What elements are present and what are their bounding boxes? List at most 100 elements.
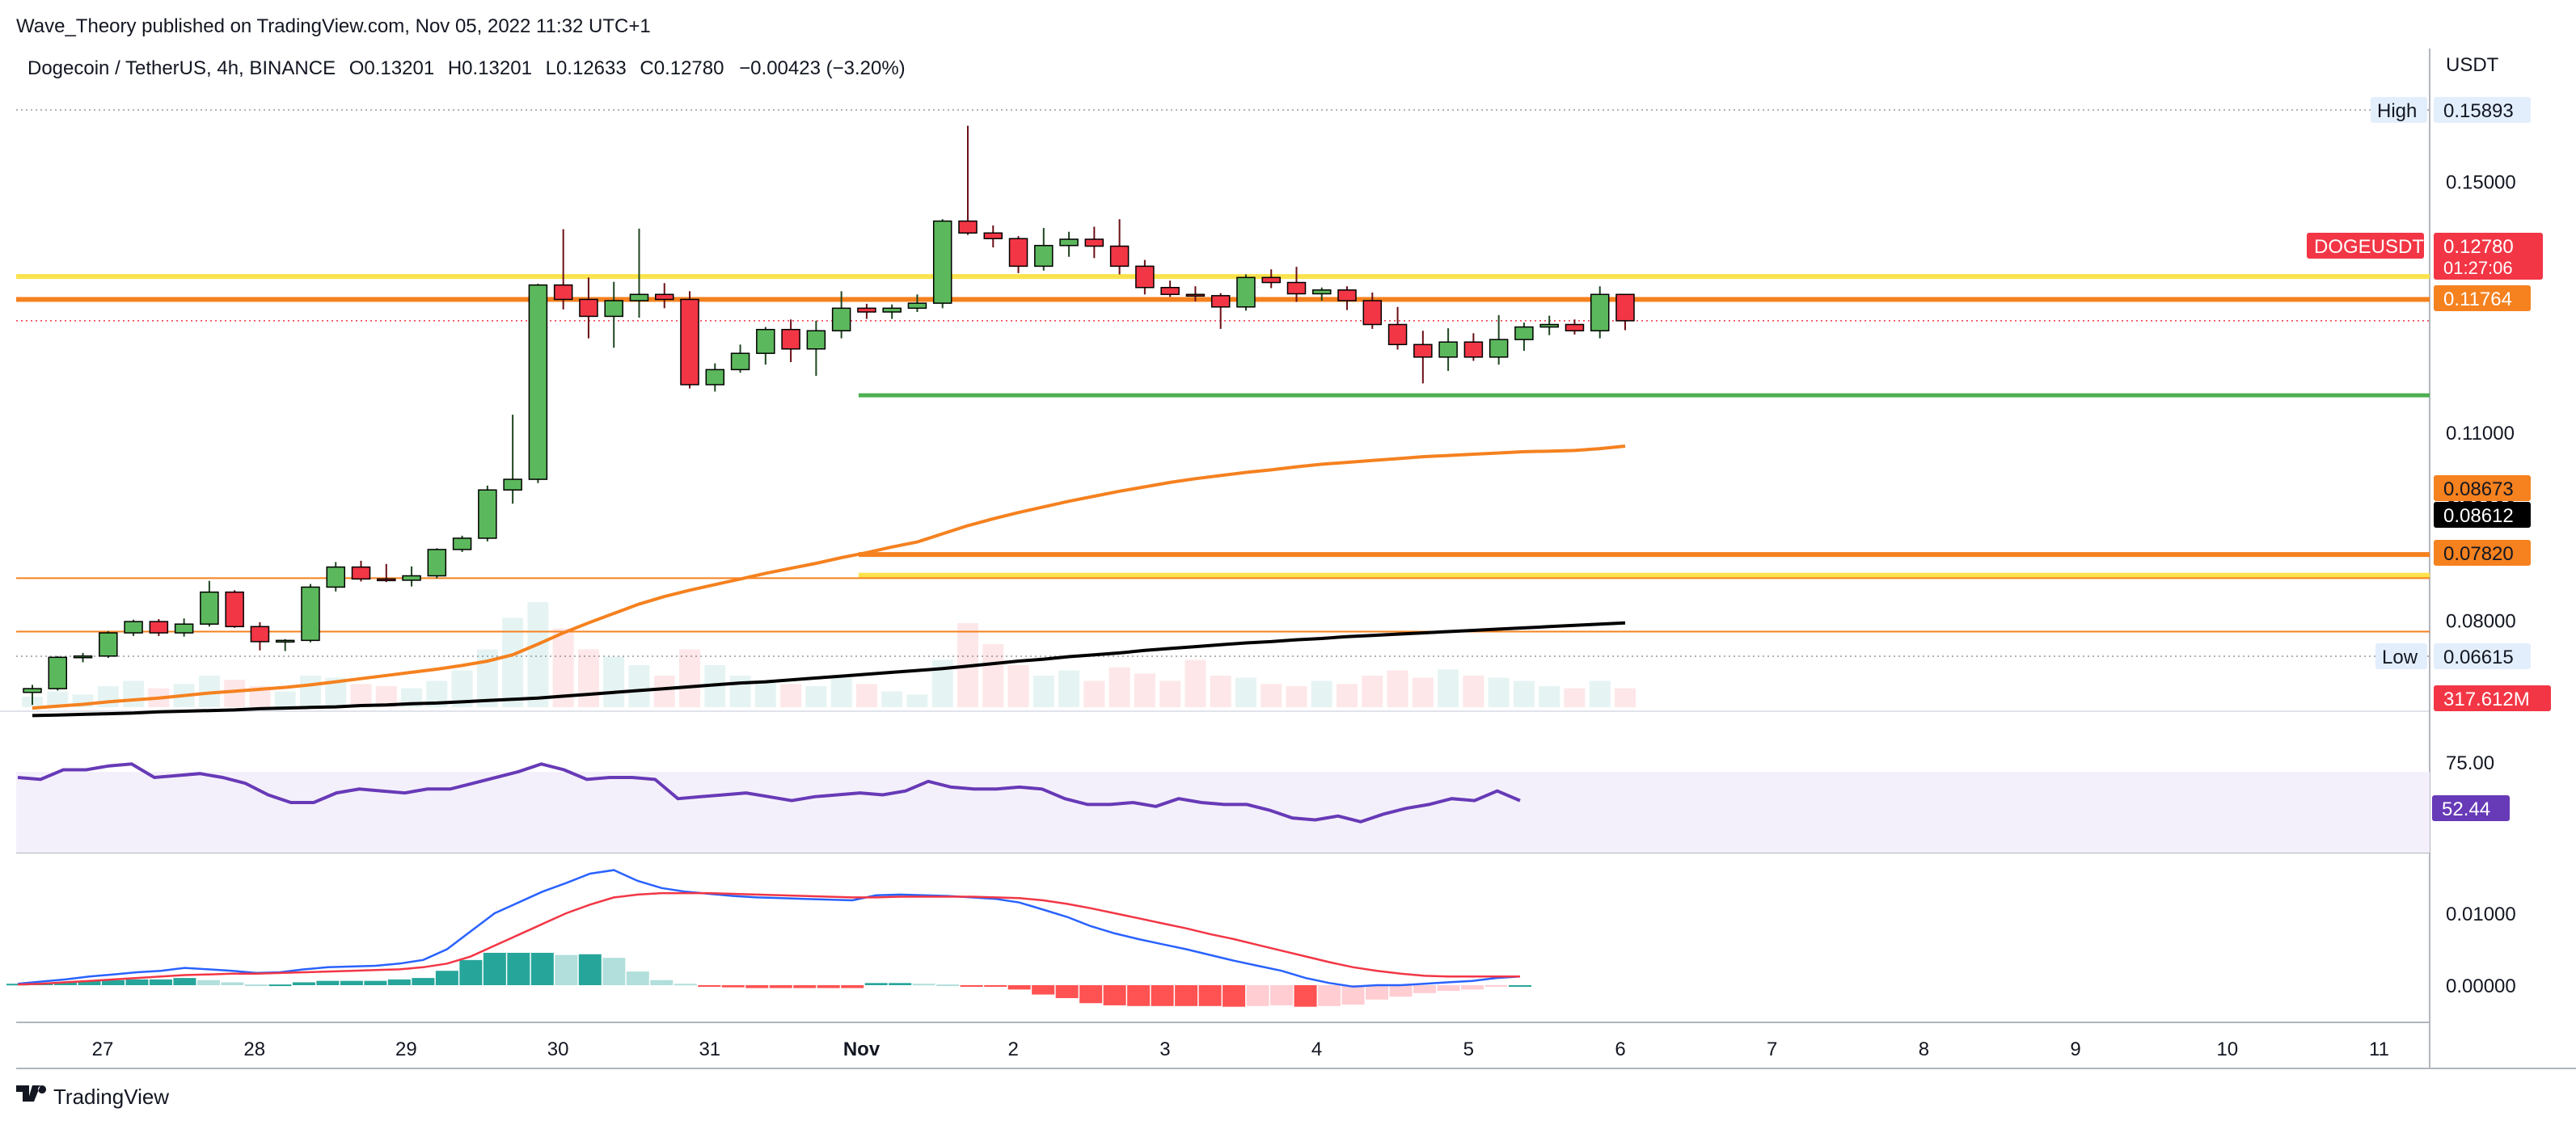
- macd-histogram-bar: [1484, 985, 1508, 987]
- candle-body: [1539, 323, 1559, 328]
- bar-countdown: 01:27:06: [2443, 258, 2513, 278]
- candle-body: [1362, 300, 1383, 326]
- volume-bar: [1210, 676, 1231, 707]
- candle-body: [200, 591, 219, 625]
- volume-value: 317.612M: [2443, 689, 2530, 710]
- candle-body: [781, 328, 800, 350]
- macd-histogram-bar: [555, 954, 578, 985]
- macd-histogram-bar: [125, 979, 149, 985]
- macd-histogram-bar: [1198, 985, 1222, 1006]
- time-tick-label: Nov: [843, 1039, 880, 1060]
- candle-body: [1185, 293, 1206, 297]
- macd-histogram-bar: [78, 980, 101, 985]
- macd-histogram-bar: [960, 985, 983, 987]
- low-tag-bg: [2375, 643, 2427, 669]
- volume-bar: [1337, 684, 1358, 707]
- macd-histogram-bar: [602, 958, 626, 985]
- volume-badge-bg: [2434, 685, 2551, 711]
- macd-histogram-bar: [364, 980, 387, 985]
- candle-body: [1514, 326, 1534, 340]
- volume-bar: [780, 684, 802, 707]
- ma50-line: [32, 445, 1626, 710]
- candle-body: [553, 284, 573, 301]
- macd-histogram-bar: [530, 952, 554, 985]
- macd-histogram-bar: [841, 985, 864, 988]
- candle-body: [806, 330, 826, 350]
- candle-body: [174, 623, 194, 634]
- tradingview-logo-icon: [16, 1085, 47, 1102]
- macd-histogram-bar: [578, 954, 602, 985]
- volume-bar: [805, 686, 827, 707]
- macd-histogram-bar: [507, 952, 530, 985]
- rsi-value: 52.44: [2442, 798, 2490, 820]
- candle-body: [351, 566, 371, 580]
- candle-body: [1463, 341, 1484, 358]
- macd-histogram-bar: [221, 982, 244, 985]
- level-badge-08673-bg: [2434, 475, 2531, 501]
- candle-body: [1261, 276, 1281, 284]
- candle-body: [680, 298, 699, 386]
- time-tick-label: 28: [243, 1039, 265, 1060]
- time-tick-label: 4: [1311, 1039, 1322, 1060]
- macd-histogram-bar: [1270, 985, 1294, 1005]
- macd-histogram-bar: [745, 985, 769, 988]
- volume-bar: [502, 617, 524, 707]
- last-price-badge-bg: [2434, 233, 2543, 280]
- candle-body: [705, 369, 725, 386]
- macd-histogram-bar: [626, 971, 649, 985]
- volume-bar: [1058, 670, 1080, 707]
- tradingview-logo[interactable]: TradingView: [16, 1085, 169, 1109]
- macd-tick-label: 0.01000: [2446, 904, 2516, 925]
- candle-body: [427, 549, 447, 577]
- candle-body: [958, 220, 978, 234]
- rsi-line: [17, 762, 1521, 824]
- candle-body: [124, 621, 143, 634]
- macd-histogram-bar: [244, 984, 268, 987]
- currency-label: USDT: [2446, 54, 2499, 76]
- volume-bar: [123, 680, 145, 707]
- volume-bar: [1261, 684, 1282, 707]
- candle-body: [326, 566, 345, 588]
- time-tick-label: 6: [1615, 1039, 1625, 1060]
- macd-tick-label: 0.00000: [2446, 975, 2516, 997]
- signal-line: [17, 891, 1520, 986]
- tradingview-logo-text: TradingView: [53, 1085, 169, 1109]
- macd-histogram-bar: [650, 980, 674, 985]
- ma50-value-badge: 0.11764: [2443, 289, 2512, 310]
- volume-bar: [1159, 680, 1181, 707]
- ma200-value-badge: 0.08612: [2443, 505, 2514, 527]
- macd-histogram-bar: [674, 984, 697, 986]
- candle-body: [983, 232, 1003, 240]
- candle-body: [882, 307, 902, 313]
- time-tick-label: 9: [2070, 1039, 2080, 1060]
- high-tag-bg: [2371, 97, 2427, 123]
- candle-body: [503, 478, 522, 491]
- macd-histogram-bar: [1007, 985, 1031, 990]
- high-tag: High: [2377, 100, 2417, 122]
- volume-bar: [1463, 676, 1484, 707]
- high-value-badge-bg: [2434, 97, 2531, 123]
- volume-bar: [1083, 680, 1105, 707]
- macd-histogram-bar: [101, 980, 125, 985]
- macd-histogram-bar: [864, 983, 888, 985]
- high-value-badge: 0.15893: [2443, 100, 2514, 122]
- candle-body: [932, 220, 952, 304]
- macd-histogram-bar: [268, 984, 292, 987]
- volume-bar: [1488, 677, 1510, 707]
- candle-body: [1413, 343, 1433, 358]
- published-by-text: Wave_Theory published on TradingView.com…: [16, 15, 651, 37]
- volume-bar: [628, 665, 650, 707]
- volume-bar: [1311, 680, 1332, 707]
- candle-body: [730, 352, 750, 371]
- candle-body: [629, 293, 649, 301]
- macd-histogram-bar: [1294, 985, 1317, 1007]
- candle-body: [528, 284, 548, 480]
- low-value-badge: 0.06615: [2443, 647, 2514, 668]
- pane-frames: [0, 48, 2576, 1069]
- candle-body: [1312, 289, 1332, 295]
- macd-histogram-bar: [435, 971, 458, 985]
- candle-body: [377, 578, 396, 582]
- macd-histogram-bar: [912, 984, 935, 986]
- volume-bar: [1412, 677, 1434, 707]
